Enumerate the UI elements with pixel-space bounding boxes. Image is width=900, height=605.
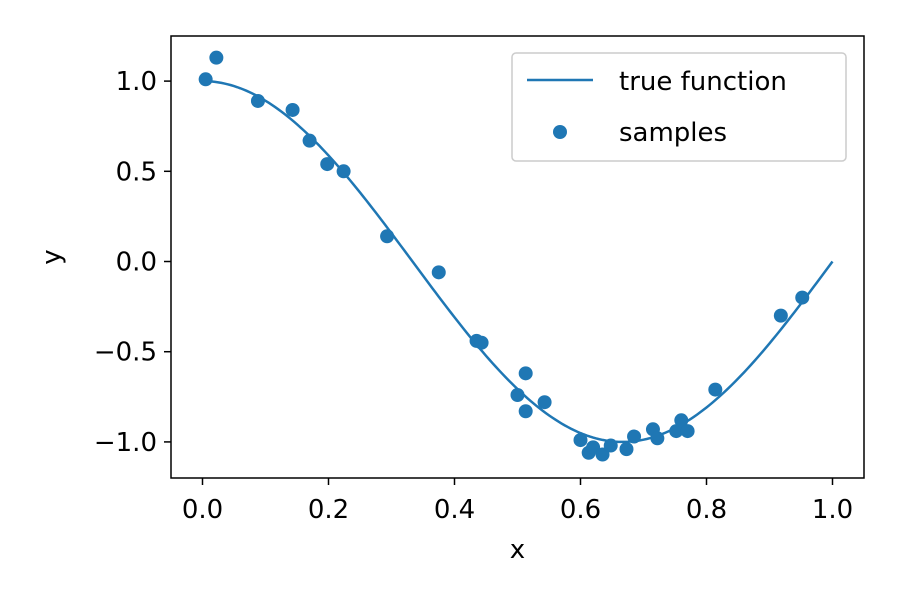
sample-point	[537, 395, 552, 410]
legend-box	[511, 52, 847, 162]
legend-label-samples: samples	[619, 118, 727, 148]
x-axis-ticks: 0.0 0.2 0.4 0.6 0.8 1.0	[182, 478, 853, 525]
sample-point	[518, 404, 533, 419]
sample-point	[431, 265, 446, 280]
sample-point	[627, 429, 642, 444]
sample-point	[573, 433, 588, 448]
legend-marker-swatch	[553, 125, 567, 139]
sample-point	[586, 440, 601, 455]
y-tick-label: 0.5	[116, 157, 157, 187]
sample-point	[510, 388, 525, 403]
sample-point	[708, 382, 723, 397]
sample-point	[474, 335, 489, 350]
sample-point	[380, 229, 395, 244]
sample-point	[680, 424, 695, 439]
sample-point	[209, 50, 224, 65]
sample-point	[795, 290, 810, 305]
sample-point	[198, 72, 213, 87]
y-tick-label: 0.0	[116, 248, 157, 278]
sample-point	[336, 164, 351, 179]
y-axis-ticks: 1.0 0.5 0.0 −0.5 −1.0	[94, 67, 171, 458]
sample-point	[650, 431, 665, 446]
sample-point	[320, 157, 335, 172]
x-tick-label: 0.8	[686, 495, 727, 525]
plot-frame	[170, 35, 865, 479]
y-tick-label: 1.0	[116, 67, 157, 97]
x-tick-label: 0.2	[308, 495, 349, 525]
sample-point	[669, 424, 684, 439]
x-tick-label: 0.0	[182, 495, 223, 525]
sample-point	[285, 102, 300, 117]
plot-marks	[198, 50, 834, 462]
sample-point	[518, 366, 533, 381]
y-tick-label: −1.0	[94, 428, 157, 458]
x-tick-label: 0.6	[560, 495, 601, 525]
sample-point	[619, 442, 634, 457]
x-axis-label: x	[510, 535, 525, 565]
sample-point	[603, 438, 618, 453]
sample-point	[250, 93, 265, 108]
y-tick-label: −0.5	[94, 338, 157, 368]
x-tick-label: 0.4	[434, 495, 475, 525]
sample-point	[302, 133, 317, 148]
x-tick-label: 1.0	[812, 495, 853, 525]
legend: true function samples	[511, 52, 847, 162]
y-axis-label: y	[37, 249, 67, 264]
sample-point	[674, 413, 689, 428]
sample-point	[595, 447, 610, 462]
sample-point	[773, 308, 788, 323]
legend-label-true-function: true function	[619, 67, 787, 97]
